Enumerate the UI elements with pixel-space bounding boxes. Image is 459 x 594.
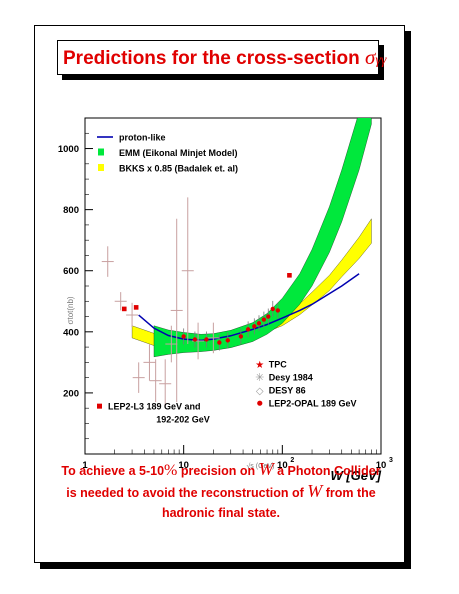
title-prefix: Predictions for the cross-section — [63, 48, 360, 69]
y-tick-label: 800 — [63, 205, 79, 216]
caption-text: is needed to avoid the reconstruction of — [66, 486, 308, 500]
opal-point — [252, 324, 257, 329]
x-tick-label: 10 — [376, 460, 387, 471]
opal-point — [275, 308, 281, 313]
caption-text: from the — [322, 486, 376, 500]
star-marker: ★ — [255, 360, 264, 371]
opal-point — [204, 337, 209, 342]
x-tick-label: 1 — [82, 460, 88, 471]
opal-point — [217, 340, 222, 345]
l3-point — [121, 306, 127, 312]
y-tick-label: 600 — [63, 266, 79, 277]
caption-line-3: hadronic final state. — [161, 506, 281, 520]
caption-text: To achieve a 5-10 — [61, 464, 165, 478]
x-axis-label-small: √s (GeV) — [246, 462, 274, 470]
diamond-marker: ◇ — [256, 386, 264, 397]
legend-label: DESY 86 — [269, 386, 306, 396]
opal-point — [261, 317, 267, 322]
legend-label: TPC — [269, 360, 288, 370]
l3-point — [287, 273, 292, 278]
asterisk-marker: ✳ — [255, 372, 264, 384]
opal-point — [181, 334, 186, 339]
legend-box-swatch — [98, 148, 104, 156]
caption-line-2: is needed to avoid the reconstruction of… — [51, 481, 391, 503]
caption-percent: % — [164, 462, 178, 479]
legend-label: proton-like — [119, 133, 166, 143]
y-tick-label: 200 — [63, 388, 79, 399]
x-tick-label: 10 — [277, 460, 288, 471]
legend-label: LEP2-OPAL 189 GeV — [269, 399, 357, 409]
l3-point — [133, 305, 139, 310]
y-tick-label: 400 — [63, 327, 79, 338]
caption-text: a Photon Collider — [273, 464, 381, 478]
caption-text: precision on — [177, 464, 259, 478]
square-marker — [97, 403, 102, 409]
x-axis-label: W [GeV] — [330, 468, 381, 483]
proton-like-curve — [138, 273, 360, 342]
opal-point — [225, 338, 230, 343]
legend-label: LEP2-L3 189 GeV and — [108, 402, 201, 412]
caption-w-symbol: W — [258, 459, 274, 479]
caption: To achieve a 5-10% precision on W a Phot… — [51, 459, 391, 523]
x-tick-exponent: 2 — [290, 457, 294, 464]
slide-title: Predictions for the cross-section σγγ — [63, 45, 386, 70]
legend-label: EMM (Eikonal Minjet Model) — [119, 148, 238, 158]
y-axis-label: σtot(nb) — [66, 296, 75, 324]
legend-box-swatch — [98, 164, 104, 171]
circle-marker — [257, 400, 263, 406]
opal-point — [270, 306, 275, 312]
caption-line-1: To achieve a 5-10% precision on W a Phot… — [51, 459, 391, 481]
opal-point — [238, 334, 244, 339]
legend-label: 192-202 GeV — [156, 415, 210, 425]
x-tick-label: 10 — [178, 460, 189, 471]
opal-point — [192, 337, 198, 342]
opal-point — [245, 327, 251, 332]
title-box: Predictions for the cross-section σγγ — [57, 40, 386, 75]
title-symbol: σ — [364, 45, 376, 69]
opal-point — [256, 321, 262, 326]
y-tick-label: 1000 — [58, 144, 79, 155]
opal-point — [266, 314, 271, 319]
slide-frame: Predictions for the cross-section σγγ 20… — [34, 25, 405, 563]
caption-w-symbol: W — [307, 481, 323, 501]
legend-label: BKKS x 0.85 (Badalek et. al) — [119, 164, 238, 174]
legend-label: Desy 1984 — [269, 373, 313, 383]
x-tick-exponent: 3 — [389, 457, 393, 464]
title-subscript: γγ — [375, 53, 387, 68]
